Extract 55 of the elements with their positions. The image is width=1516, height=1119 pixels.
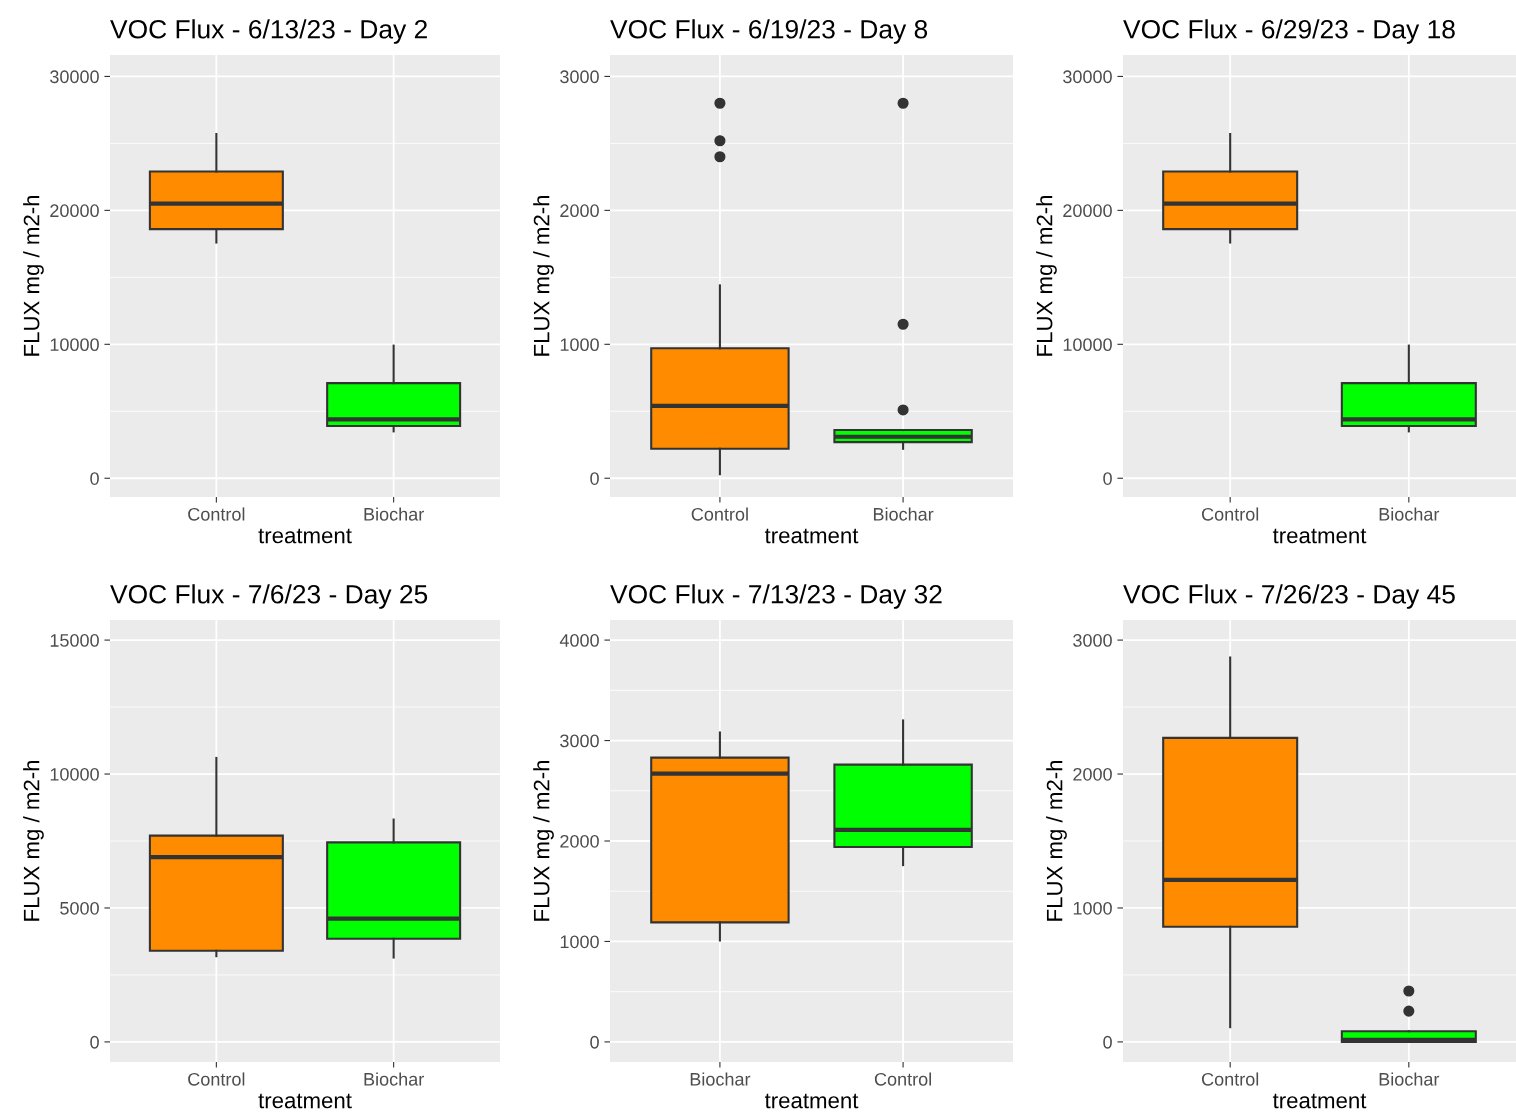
y-tick-label: 3000 (560, 734, 599, 748)
chart-title: VOC Flux - 6/29/23 - Day 18 (1123, 19, 1455, 44)
x-tick-label: Biochar (364, 507, 424, 521)
y-axis-title: FLUX mg / m2-h (23, 195, 44, 356)
y-tick-label: 0 (90, 1035, 99, 1049)
y-axis-title: FLUX mg / m2-h (23, 760, 44, 921)
x-axis-title: treatment (764, 528, 859, 544)
chart-title: VOC Flux - 6/13/23 - Day 2 (110, 19, 427, 44)
y-axis-title: FLUX mg / m2-h (1036, 195, 1057, 356)
x-tick-label: Control (188, 1072, 245, 1086)
x-axis-title: treatment (1272, 528, 1367, 544)
y-tick-label: 3000 (560, 70, 599, 84)
x-axis-title: treatment (764, 1093, 859, 1109)
chart-title: VOC Flux - 7/26/23 - Day 45 (1123, 584, 1455, 609)
x-tick-label: Biochar (1379, 1072, 1440, 1086)
x-tick-label: Biochar (873, 507, 934, 521)
y-tick-label: 5000 (60, 901, 99, 915)
y-axis-title: FLUX mg / m2-h (1046, 760, 1067, 921)
y-tick-label: 1000 (1073, 901, 1112, 915)
chart-title: VOC Flux - 7/6/23 - Day 25 (110, 584, 428, 609)
chart-title: VOC Flux - 6/19/23 - Day 8 (610, 19, 928, 44)
y-tick-label: 30000 (50, 70, 99, 84)
y-tick-label: 0 (590, 1035, 599, 1049)
y-tick-label: 2000 (560, 204, 599, 218)
y-tick-label: 0 (90, 472, 99, 485)
x-tick-label: Control (874, 1072, 931, 1086)
y-tick-label: 20000 (1063, 204, 1112, 218)
x-tick-label: Control (691, 507, 748, 521)
y-tick-label: 20000 (50, 204, 99, 218)
x-tick-label: Biochar (690, 1072, 751, 1086)
x-axis-title: treatment (258, 528, 352, 544)
y-tick-label: 3000 (1073, 634, 1112, 647)
chart-title: VOC Flux - 7/13/23 - Day 32 (610, 584, 942, 609)
y-tick-label: 1000 (560, 338, 599, 352)
y-axis-title: FLUX mg / m2-h (533, 760, 554, 921)
y-axis-title: FLUX mg / m2-h (533, 195, 554, 356)
x-tick-label: Control (188, 507, 245, 521)
y-tick-label: 15000 (50, 634, 99, 647)
y-tick-label: 10000 (1063, 338, 1112, 352)
y-tick-label: 0 (590, 472, 599, 485)
y-tick-label: 1000 (560, 935, 599, 949)
y-tick-label: 10000 (50, 767, 99, 781)
y-tick-label: 2000 (1073, 767, 1112, 781)
y-tick-label: 0 (1103, 472, 1112, 485)
y-tick-label: 2000 (560, 834, 599, 848)
y-tick-label: 10000 (50, 338, 99, 352)
x-axis-title: treatment (258, 1093, 352, 1109)
x-tick-label: Biochar (364, 1072, 424, 1086)
y-tick-label: 0 (1103, 1035, 1112, 1049)
x-tick-label: Control (1202, 1072, 1259, 1086)
x-tick-label: Control (1202, 507, 1259, 521)
x-axis-title: treatment (1272, 1093, 1367, 1109)
y-tick-label: 30000 (1063, 70, 1112, 84)
y-tick-label: 4000 (559, 634, 599, 647)
x-tick-label: Biochar (1379, 507, 1440, 521)
